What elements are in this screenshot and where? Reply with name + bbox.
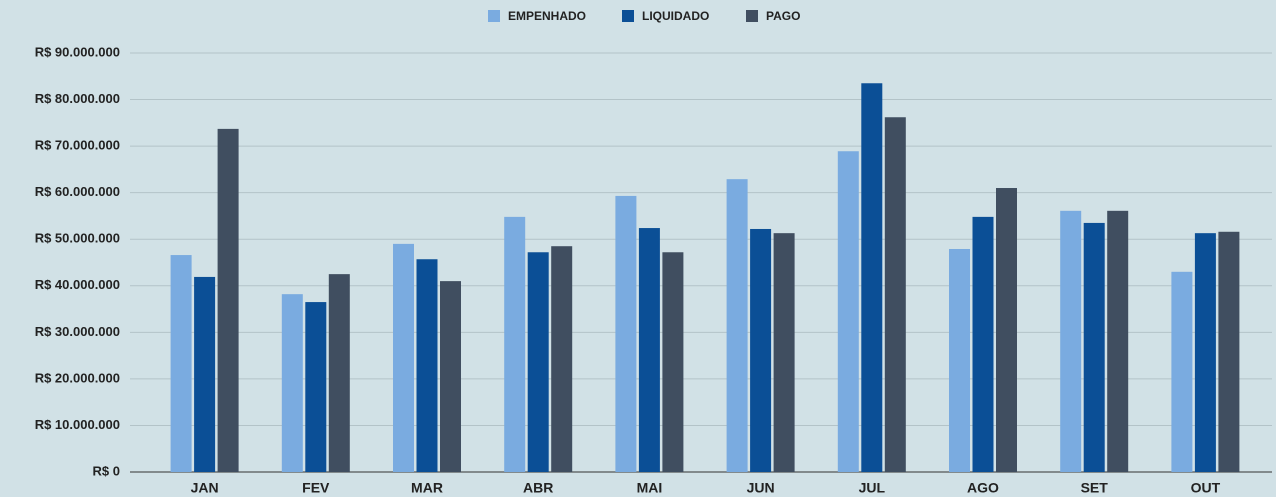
x-tick-label: JAN bbox=[191, 480, 219, 496]
x-tick-label: SET bbox=[1081, 480, 1109, 496]
bar bbox=[615, 195, 637, 473]
bar bbox=[972, 216, 994, 472]
bar bbox=[170, 255, 192, 472]
bar bbox=[194, 276, 216, 472]
bar bbox=[1218, 231, 1240, 472]
bar bbox=[773, 233, 795, 472]
bar bbox=[884, 117, 906, 472]
x-tick-label: FEV bbox=[302, 480, 330, 496]
bar bbox=[662, 252, 684, 472]
x-tick-label: JUN bbox=[747, 480, 775, 496]
bar bbox=[837, 151, 859, 472]
y-tick-label: R$ 40.000.000 bbox=[35, 277, 120, 292]
bar bbox=[440, 281, 461, 472]
bar bbox=[416, 259, 438, 472]
bar bbox=[217, 128, 239, 472]
y-tick-label: R$ 0 bbox=[93, 463, 120, 478]
bar bbox=[1171, 271, 1193, 472]
y-tick-label: R$ 60.000.000 bbox=[35, 184, 120, 199]
bar bbox=[1060, 210, 1082, 472]
legend-swatch bbox=[622, 10, 634, 22]
x-tick-label: MAI bbox=[637, 480, 663, 496]
bar bbox=[726, 179, 748, 472]
bar bbox=[861, 83, 883, 472]
legend-label: EMPENHADO bbox=[508, 9, 586, 23]
x-tick-label: AGO bbox=[967, 480, 999, 496]
bar bbox=[996, 188, 1017, 472]
bar bbox=[328, 274, 350, 472]
bar bbox=[1194, 233, 1216, 472]
bar bbox=[504, 216, 526, 472]
y-tick-label: R$ 20.000.000 bbox=[35, 370, 120, 385]
bar bbox=[1107, 210, 1129, 472]
y-tick-label: R$ 30.000.000 bbox=[35, 324, 120, 339]
x-tick-label: ABR bbox=[523, 480, 553, 496]
y-tick-label: R$ 80.000.000 bbox=[35, 91, 120, 106]
legend-swatch bbox=[488, 10, 500, 22]
legend-swatch bbox=[746, 10, 758, 22]
x-tick-label: MAR bbox=[411, 480, 443, 496]
y-tick-label: R$ 50.000.000 bbox=[35, 231, 120, 246]
bar bbox=[281, 294, 303, 472]
y-tick-label: R$ 10.000.000 bbox=[35, 417, 120, 432]
y-tick-label: R$ 90.000.000 bbox=[35, 44, 120, 59]
bar bbox=[750, 228, 772, 472]
bar bbox=[527, 252, 549, 472]
bar bbox=[1083, 222, 1105, 472]
bar bbox=[305, 302, 327, 472]
bar bbox=[393, 243, 414, 472]
y-tick-label: R$ 70.000.000 bbox=[35, 138, 120, 153]
x-tick-label: JUL bbox=[859, 480, 886, 496]
bar bbox=[551, 246, 573, 472]
bar bbox=[949, 248, 970, 472]
x-tick-label: OUT bbox=[1191, 480, 1221, 496]
legend-label: LIQUIDADO bbox=[642, 9, 709, 23]
legend-label: PAGO bbox=[766, 9, 800, 23]
bar bbox=[638, 228, 660, 472]
